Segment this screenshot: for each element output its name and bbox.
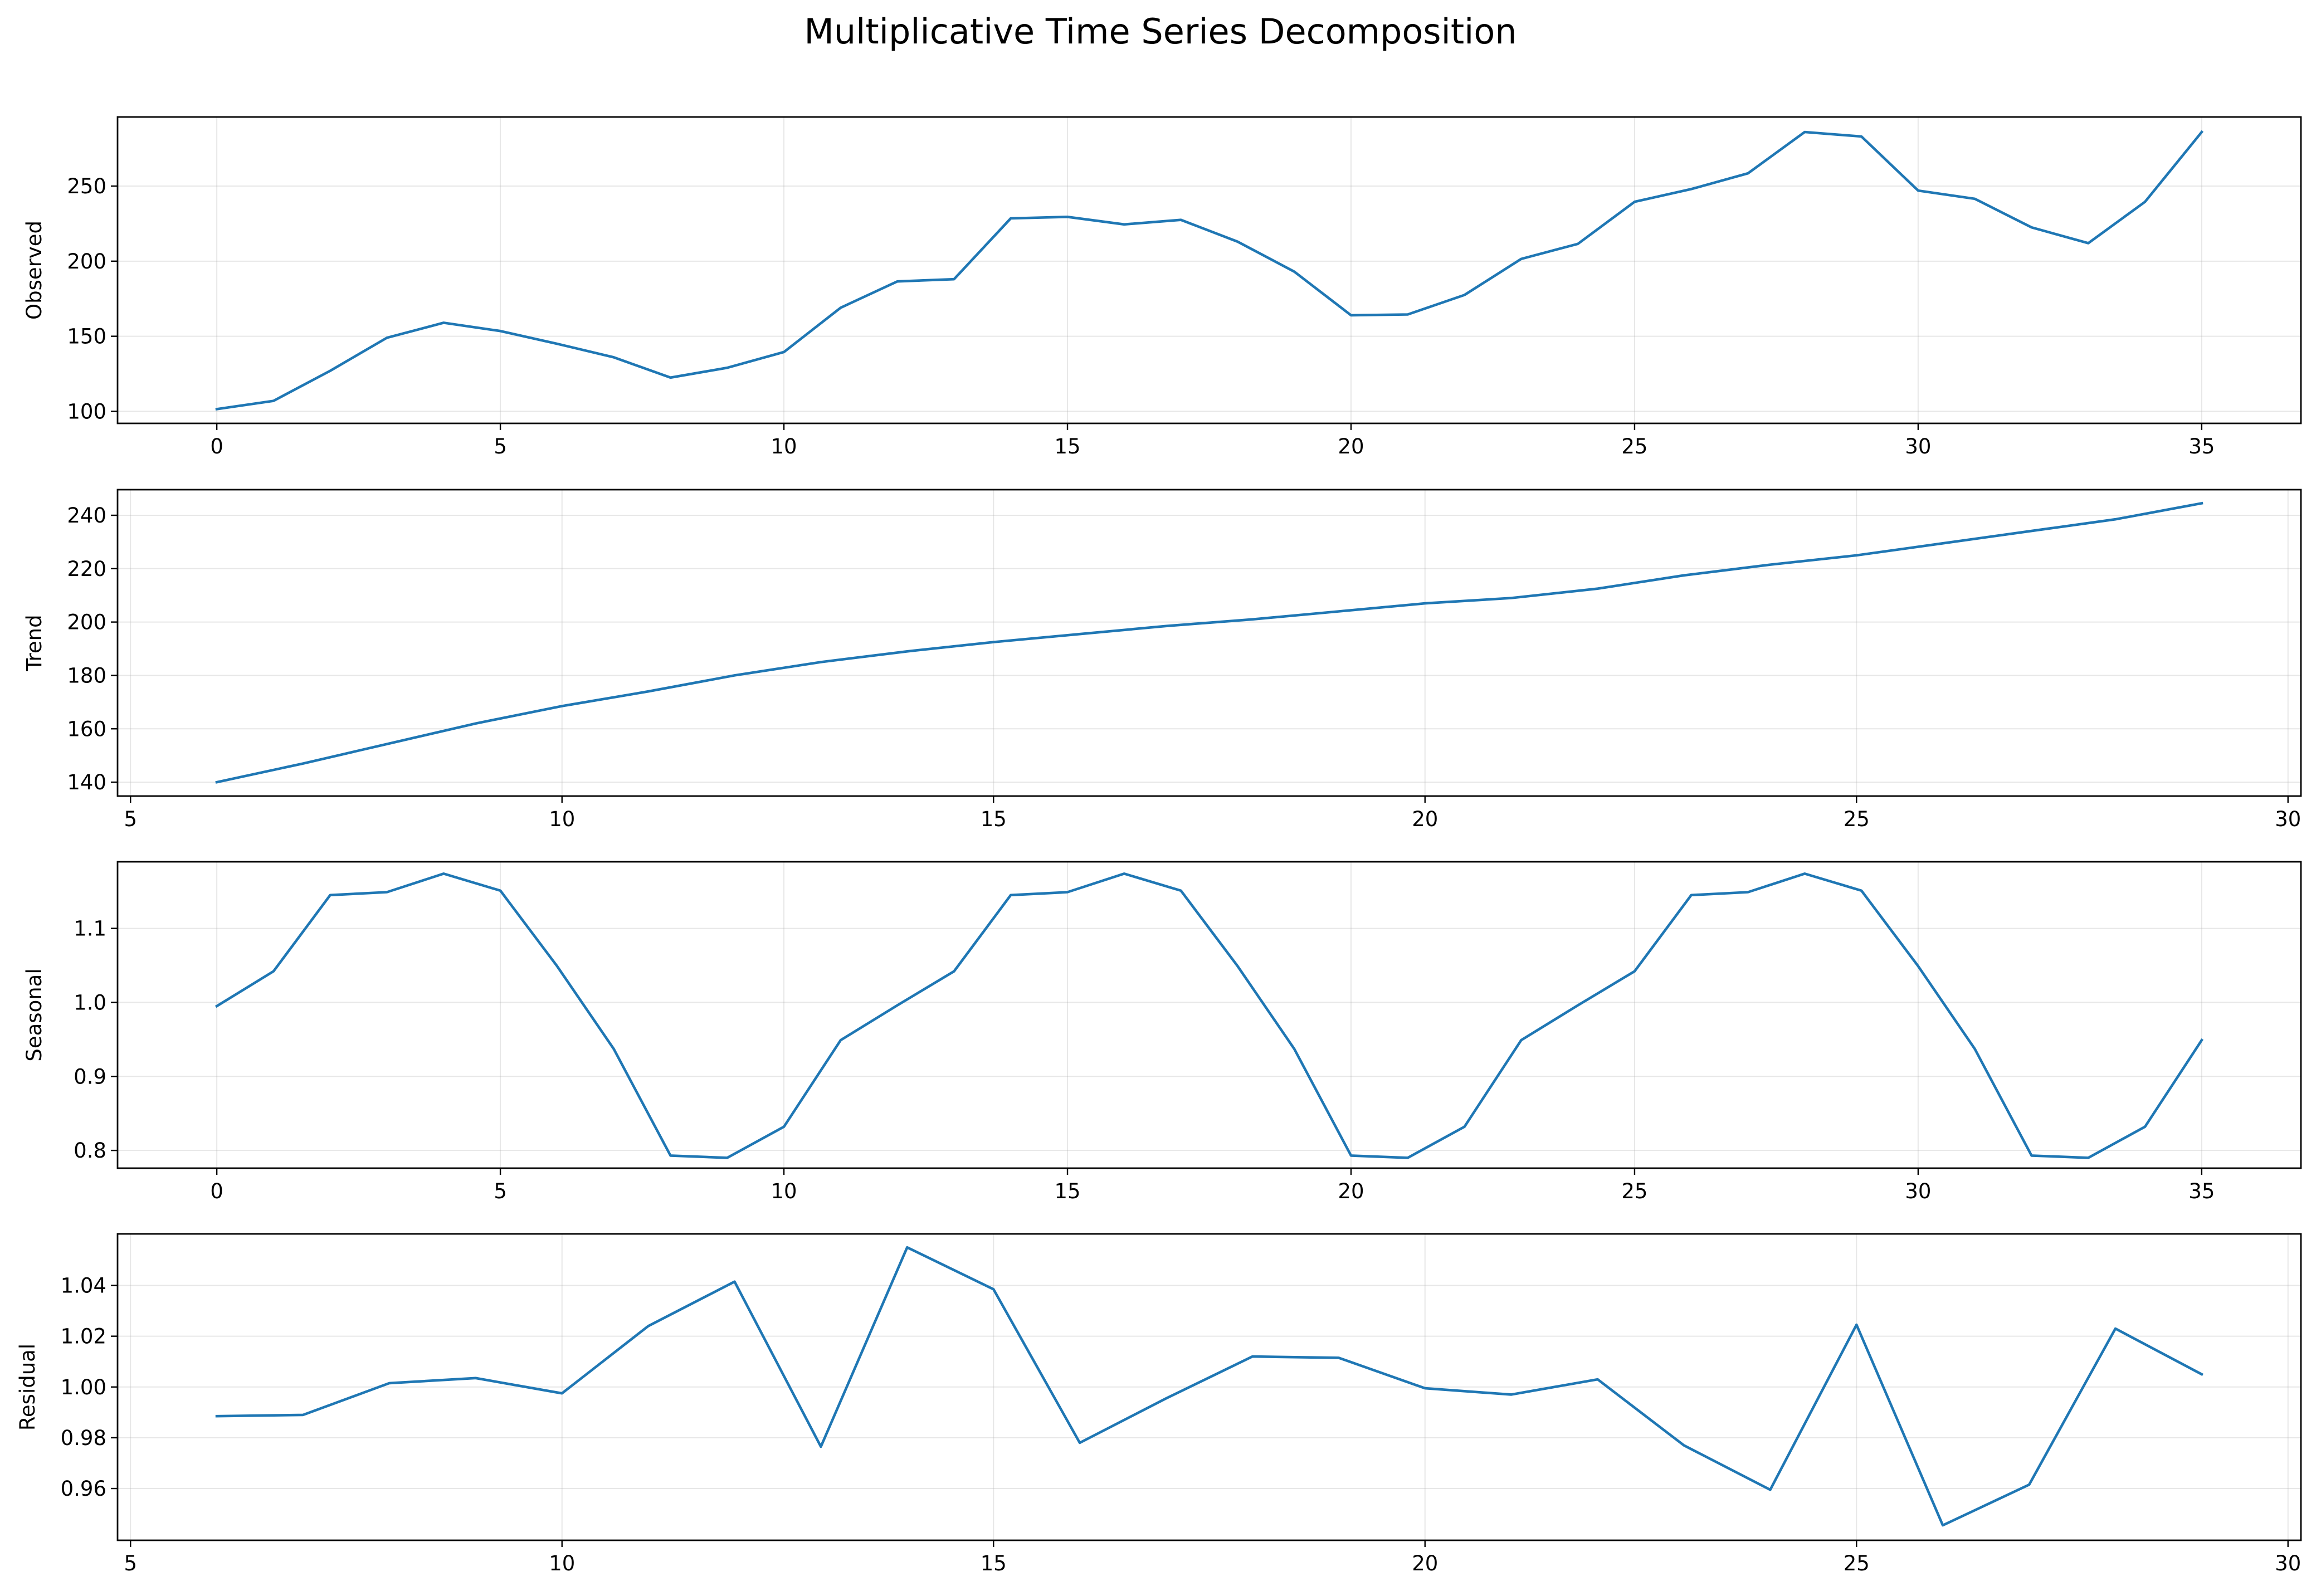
seasonal-ylabel: Seasonal: [22, 968, 46, 1061]
residual-xtick-label: 30: [2275, 1551, 2301, 1575]
seasonal-xtick-label: 10: [771, 1179, 797, 1203]
residual-xtick-label: 25: [1844, 1551, 1870, 1575]
seasonal-panel: 0 5 10 15 20 25 30 35 0.8 0.9 1.0 1.1 Seasonal: [22, 861, 2302, 1203]
seasonal-ytick-label: 0.9: [74, 1065, 106, 1089]
observed-panel: 0 5 10 15 20 25 30 35 100 150 200 250 Observed: [22, 116, 2302, 458]
residual-ylabel: Residual: [16, 1344, 40, 1431]
trend-axes-frame: [116, 489, 2302, 797]
residual-ytick-label: 1.02: [61, 1325, 106, 1349]
observed-series-line: [215, 130, 2204, 411]
residual-ytick-label: 0.96: [61, 1477, 106, 1501]
seasonal-series-line: [214, 872, 2204, 1159]
residual-xtick-label: 15: [981, 1551, 1007, 1575]
observed-xtick-label: 25: [1621, 435, 1647, 458]
seasonal-xtick-label: 25: [1621, 1179, 1647, 1203]
residual-ytick-label: 0.98: [61, 1426, 106, 1450]
trend-ytick-label: 200: [67, 611, 106, 635]
seasonal-ytick-label: 1.0: [74, 990, 106, 1014]
residual-series-line: [215, 1246, 2204, 1527]
observed-xtick-label: 5: [494, 435, 507, 458]
observed-xtick-label: 30: [1905, 435, 1931, 458]
trend-ytick-label: 240: [67, 504, 106, 528]
observed-xtick-label: 35: [2188, 435, 2215, 458]
trend-xtick-label: 15: [981, 807, 1007, 831]
residual-ytick-label: 1.04: [61, 1274, 106, 1298]
trend-series-line: [215, 501, 2203, 784]
observed-ytick-label: 150: [67, 325, 106, 349]
seasonal-ytick-label: 0.8: [74, 1139, 106, 1163]
observed-ylabel: Observed: [22, 221, 46, 320]
trend-panel: 5 10 15 20 25 30 140 160 180 200 220 240 Trend: [22, 489, 2302, 831]
trend-xtick-label: 25: [1844, 807, 1870, 831]
seasonal-xtick-label: 30: [1905, 1179, 1931, 1203]
seasonal-ytick-label: 1.1: [74, 917, 106, 941]
residual-xtick-label: 5: [124, 1551, 137, 1575]
trend-ytick-label: 140: [67, 770, 106, 794]
trend-xtick-label: 30: [2275, 807, 2301, 831]
trend-xtick-label: 20: [1412, 807, 1438, 831]
residual-xtick-label: 10: [549, 1551, 575, 1575]
trend-ytick-label: 220: [67, 557, 106, 581]
seasonal-xtick-label: 35: [2188, 1179, 2215, 1203]
seasonal-axes-frame: [116, 861, 2302, 1169]
trend-ytick-label: 180: [67, 663, 106, 687]
residual-xtick-label: 20: [1412, 1551, 1438, 1575]
trend-xtick-label: 10: [549, 807, 575, 831]
residual-panel: 5 10 15 20 25 30 0.96 0.98 1.00 1.02 1.04 Residual: [16, 1233, 2302, 1575]
observed-ytick-label: 200: [67, 250, 106, 274]
seasonal-xtick-label: 0: [210, 1179, 223, 1203]
observed-ytick-label: 100: [67, 399, 106, 423]
observed-ytick-label: 250: [67, 174, 106, 198]
figure-title: Multiplicative Time Series Decomposition: [804, 11, 1517, 52]
observed-xtick-label: 15: [1054, 435, 1080, 458]
observed-xtick-label: 0: [210, 435, 223, 458]
trend-ylabel: Trend: [22, 614, 46, 671]
observed-xtick-label: 20: [1338, 435, 1364, 458]
trend-xtick-label: 5: [124, 807, 137, 831]
observed-axes-frame: [116, 116, 2302, 424]
observed-xtick-label: 10: [771, 435, 797, 458]
seasonal-xtick-label: 5: [494, 1179, 507, 1203]
seasonal-xtick-label: 15: [1054, 1179, 1080, 1203]
trend-ytick-label: 160: [67, 717, 106, 741]
seasonal-xtick-label: 20: [1338, 1179, 1364, 1203]
residual-ytick-label: 1.00: [61, 1375, 106, 1399]
